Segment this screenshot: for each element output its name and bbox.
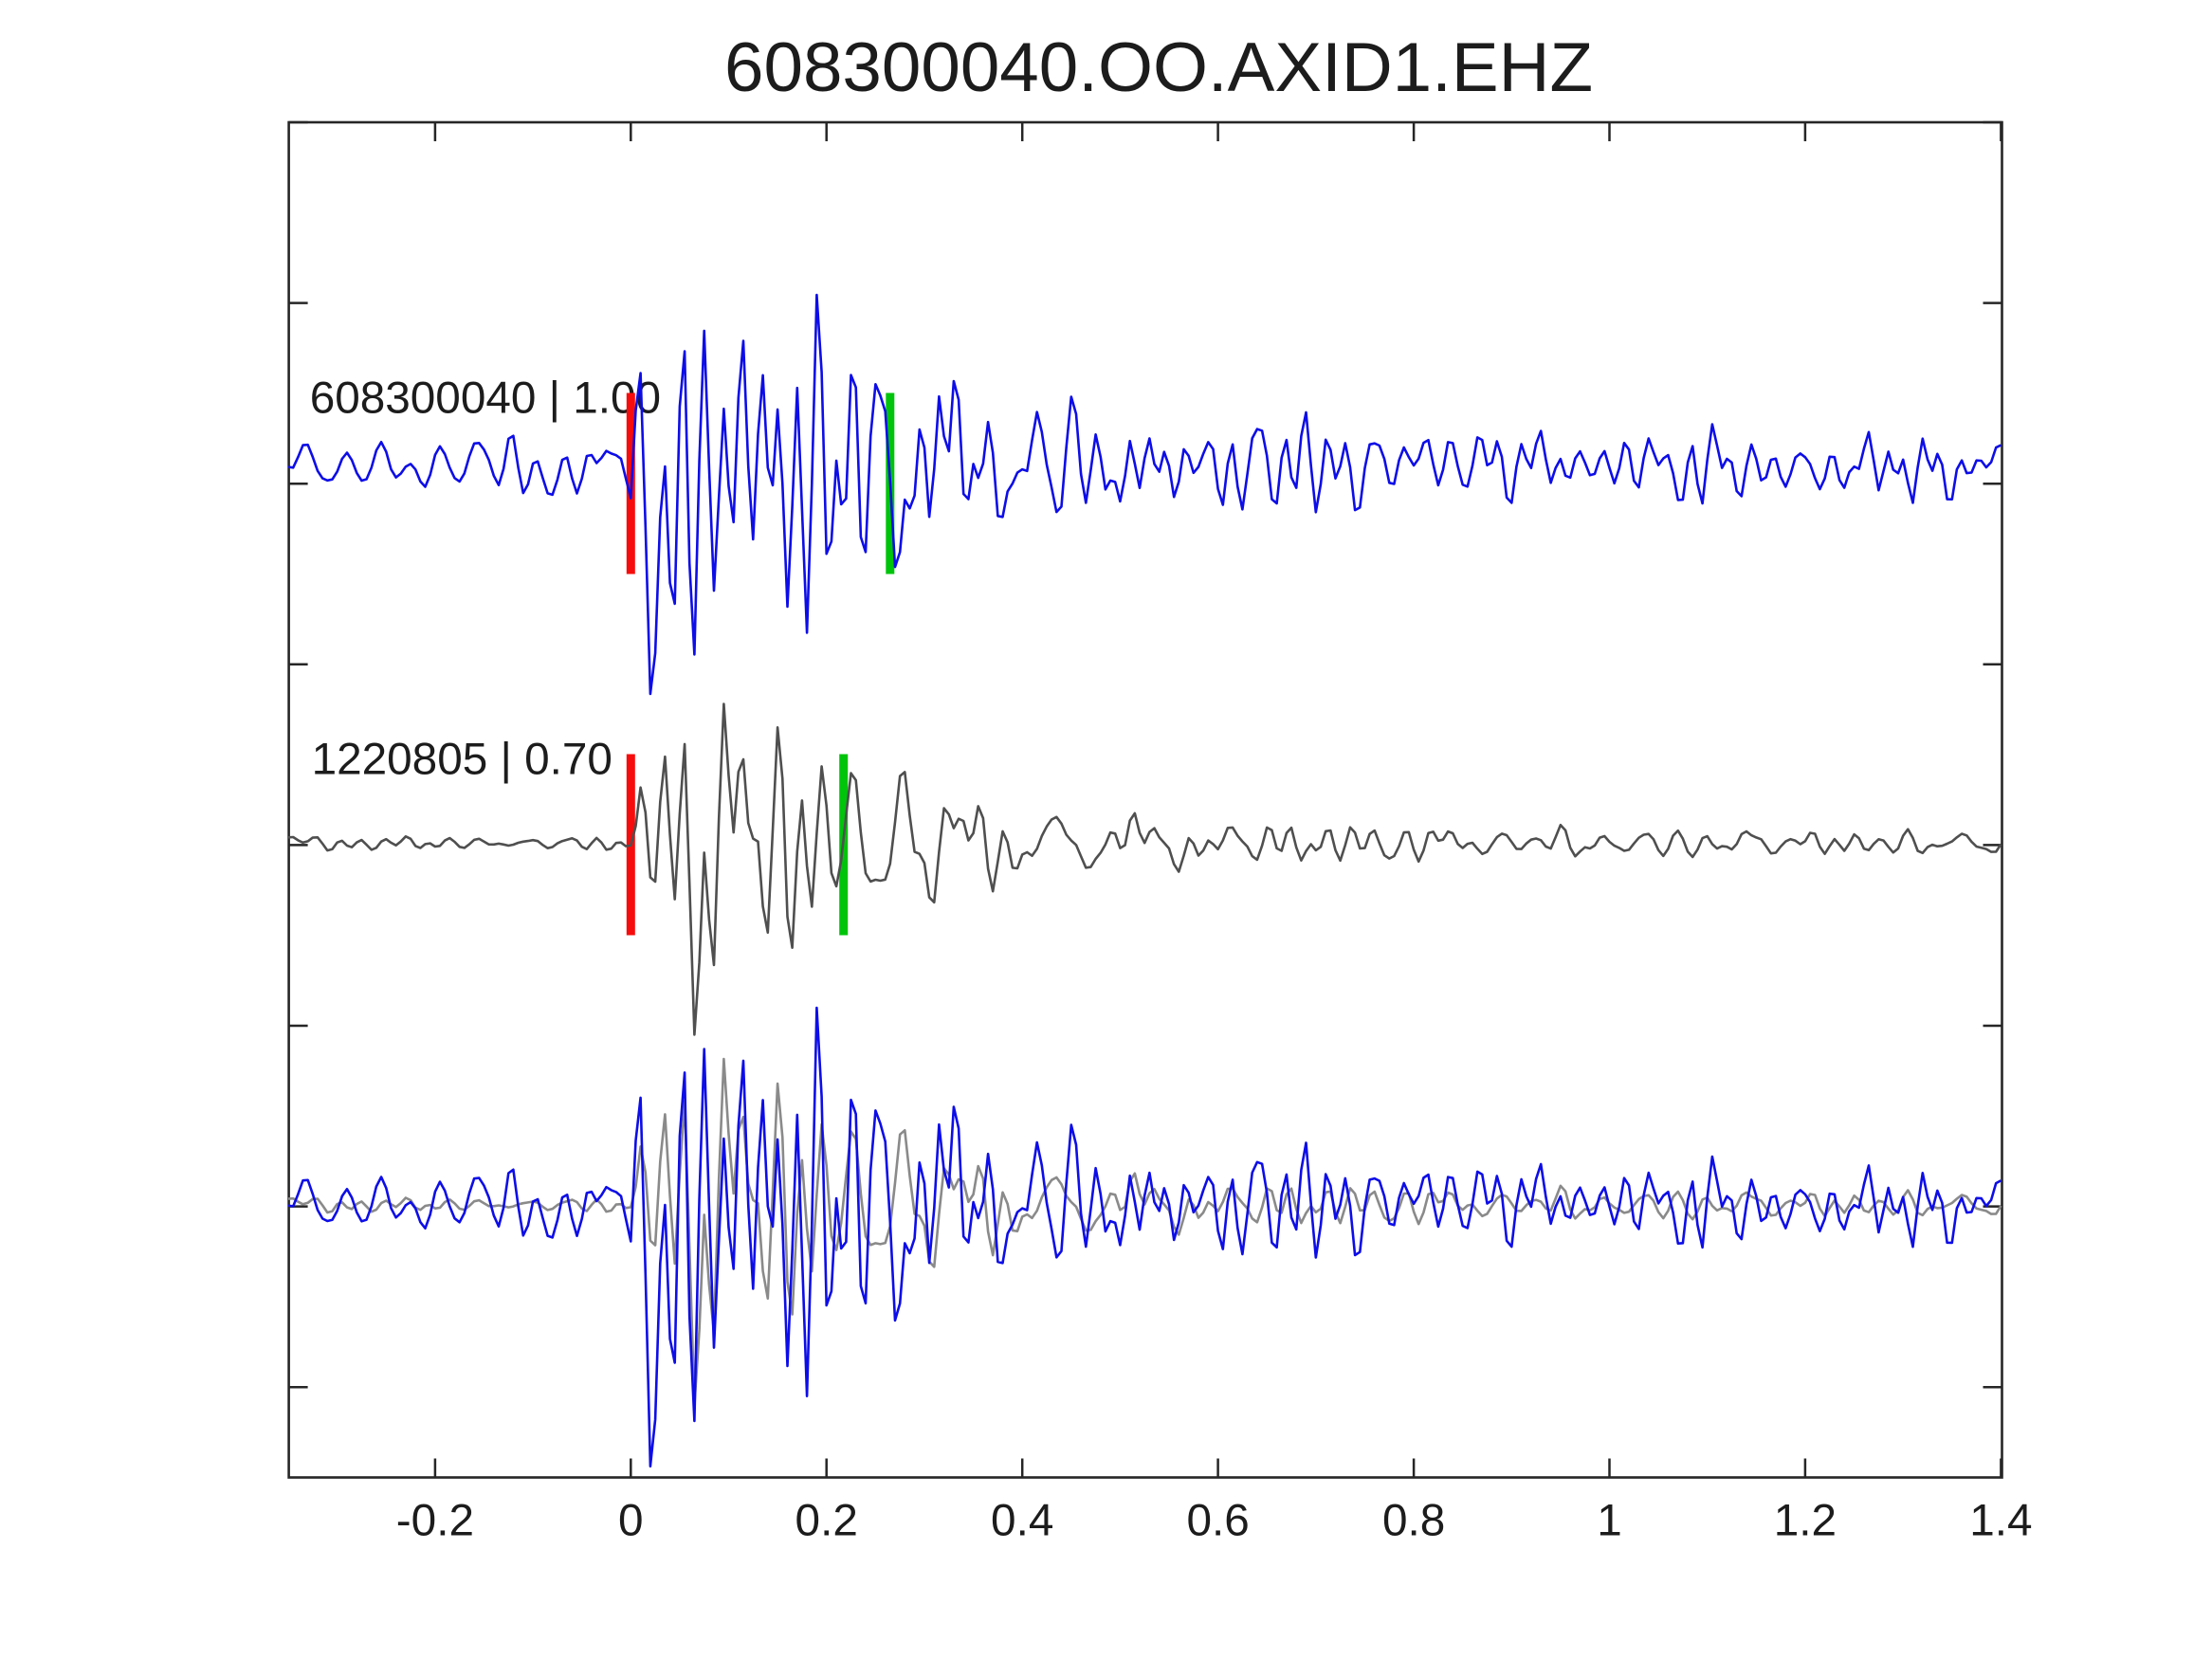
svg-text:0.2: 0.2 xyxy=(795,1496,858,1546)
svg-text:0: 0 xyxy=(618,1496,644,1546)
svg-text:1.2: 1.2 xyxy=(1774,1496,1837,1546)
svg-text:-0.2: -0.2 xyxy=(396,1496,474,1546)
svg-text:608300040 | 1.00: 608300040 | 1.00 xyxy=(310,374,661,424)
svg-text:608300040.OO.AXID1.EHZ: 608300040.OO.AXID1.EHZ xyxy=(724,29,1593,106)
svg-text:0.8: 0.8 xyxy=(1382,1496,1445,1546)
svg-text:1220805 | 0.70: 1220805 | 0.70 xyxy=(312,735,612,785)
svg-text:1.4: 1.4 xyxy=(1969,1496,2032,1546)
svg-text:1: 1 xyxy=(1597,1496,1622,1546)
svg-text:0.4: 0.4 xyxy=(991,1496,1053,1546)
svg-text:0.6: 0.6 xyxy=(1186,1496,1249,1546)
